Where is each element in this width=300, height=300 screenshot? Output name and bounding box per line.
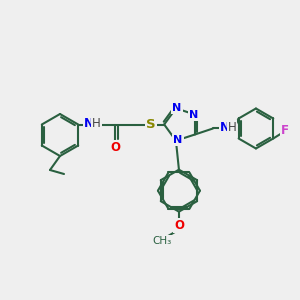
Text: N: N [173, 135, 183, 145]
Text: N: N [220, 121, 230, 134]
Text: H: H [228, 121, 236, 134]
Text: O: O [110, 141, 120, 154]
Text: N: N [172, 103, 182, 113]
Text: N: N [189, 110, 199, 119]
Text: F: F [281, 124, 289, 137]
Text: N: N [84, 117, 94, 130]
Text: S: S [146, 118, 156, 131]
Text: H: H [92, 117, 100, 130]
Text: O: O [174, 219, 184, 232]
Text: CH₃: CH₃ [152, 236, 172, 246]
